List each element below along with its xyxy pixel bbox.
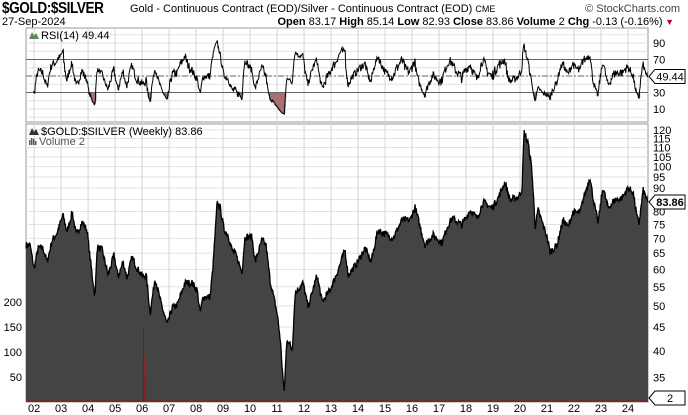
volume-bar xyxy=(143,354,145,402)
volume-legend-label: Volume 2 xyxy=(39,136,85,148)
low-value: 82.93 xyxy=(422,16,450,28)
x-tick-label: 21 xyxy=(541,403,553,415)
price-y-tick-label: 70 xyxy=(653,233,665,245)
x-tick-label: 20 xyxy=(514,403,526,415)
rsi-y-tick-label: 10 xyxy=(653,104,665,116)
volume-last-value-tag-box xyxy=(648,390,686,406)
price-last-value-tag: 83.86 xyxy=(648,194,686,210)
volume-y-tick-label: 50 xyxy=(10,372,22,384)
x-tick-label: 03 xyxy=(55,403,67,415)
x-tick-label: 24 xyxy=(622,403,634,415)
price-y-tick-label: 55 xyxy=(653,282,665,294)
x-tick-label: 11 xyxy=(271,403,282,415)
x-tick-label: 23 xyxy=(595,403,607,415)
price-y-tick-label: 90 xyxy=(653,183,665,195)
price-legend-icon xyxy=(29,128,39,135)
price-area xyxy=(26,130,648,402)
price-y-tick-label: 105 xyxy=(653,152,671,164)
ohlc-summary: Open 83.17 High 85.14 Low 82.93 Close 83… xyxy=(277,16,674,28)
open-value: 83.17 xyxy=(308,16,337,28)
rsi-last-value-tag: 49.44 xyxy=(648,68,686,84)
close-label: Close xyxy=(453,16,483,28)
volume-y-tick-label: 200 xyxy=(4,297,22,309)
price-y-tick-label: 100 xyxy=(653,162,671,174)
volume-last-value-tag-text: 2 xyxy=(667,393,673,405)
volume-legend-icon xyxy=(29,138,37,145)
volume-y-tick-label: 150 xyxy=(4,322,22,334)
price-y-tick-label: 75 xyxy=(653,219,665,231)
x-tick-label: 05 xyxy=(109,403,121,415)
volume-label: Volume xyxy=(516,16,556,28)
x-tick-label: 09 xyxy=(217,403,229,415)
description: Gold - Continuous Contract (EOD)/Silver … xyxy=(130,3,473,15)
x-tick-label: 04 xyxy=(82,403,94,415)
high-label: High xyxy=(339,16,364,28)
chg-label: Chg xyxy=(567,16,590,28)
price-y-tick-label: 35 xyxy=(653,373,665,385)
x-tick-label: 06 xyxy=(136,403,148,415)
price-y-tick-label: 45 xyxy=(653,322,665,334)
price-y-tick-label: 115 xyxy=(653,134,671,146)
x-tick-label: 19 xyxy=(487,403,499,415)
volume-last-value-tag: 2 xyxy=(648,390,686,406)
x-tick-label: 17 xyxy=(433,403,445,415)
rsi-y-tick-label: 30 xyxy=(653,88,665,100)
chart-description: Gold - Continuous Contract (EOD)/Silver … xyxy=(130,3,495,15)
price-y-tick-label: 40 xyxy=(653,346,665,358)
down-triangle-icon: ▼ xyxy=(662,17,674,27)
volume-y-tick-label: 100 xyxy=(4,347,22,359)
brand-watermark: © StockCharts.com xyxy=(585,3,680,15)
rsi-y-tick-label: 70 xyxy=(653,55,665,67)
x-tick-label: 07 xyxy=(163,403,175,415)
price-line xyxy=(25,130,649,392)
volume-value: 2 xyxy=(558,16,565,28)
x-tick-label: 08 xyxy=(190,403,202,415)
price-last-value-tag-text: 83.86 xyxy=(656,197,684,209)
rsi-y-tick-label: 90 xyxy=(653,38,665,50)
rsi-last-value-tag-text: 49.44 xyxy=(656,71,684,83)
price-y-tick-label: 120 xyxy=(653,125,671,137)
rsi-panel xyxy=(25,27,649,123)
low-label: Low xyxy=(397,16,420,28)
price-legend-label: $GOLD:$SILVER (Weekly) 83.86 xyxy=(41,126,203,138)
high-value: 85.14 xyxy=(366,16,395,28)
x-tick-label: 15 xyxy=(379,403,391,415)
chart-symbol: $GOLD:$SILVER xyxy=(2,0,104,17)
volume-bar xyxy=(144,378,146,402)
rsi-line xyxy=(32,40,649,115)
price-y-tick-label: 110 xyxy=(653,142,671,154)
price-y-tick-label: 95 xyxy=(653,172,665,184)
chg-value: -0.13 (-0.16%) xyxy=(592,16,663,28)
exchange: CME xyxy=(475,4,496,14)
x-tick-label: 13 xyxy=(325,403,337,415)
price-y-tick-label: 50 xyxy=(653,301,665,313)
x-tick-label: 22 xyxy=(568,403,580,415)
x-tick-label: 14 xyxy=(352,403,364,415)
rsi-last-value-tag-box xyxy=(648,68,686,84)
volume-bar xyxy=(142,327,145,402)
price-y-tick-label: 60 xyxy=(653,264,665,276)
open-label: Open xyxy=(277,16,306,28)
x-tick-label: 16 xyxy=(406,403,418,415)
x-tick-label: 02 xyxy=(28,403,40,415)
x-tick-label: 12 xyxy=(298,403,310,415)
price-last-value-tag-box xyxy=(648,194,686,210)
close-value: 83.86 xyxy=(486,16,514,28)
rsi-legend-icon xyxy=(29,32,39,39)
x-tick-label: 18 xyxy=(460,403,472,415)
rsi-legend-label: RSI(14) 49.44 xyxy=(41,30,109,42)
x-tick-label: 10 xyxy=(244,403,256,415)
chart-date: 27-Sep-2024 xyxy=(2,16,66,28)
price-y-tick-label: 65 xyxy=(653,248,665,260)
